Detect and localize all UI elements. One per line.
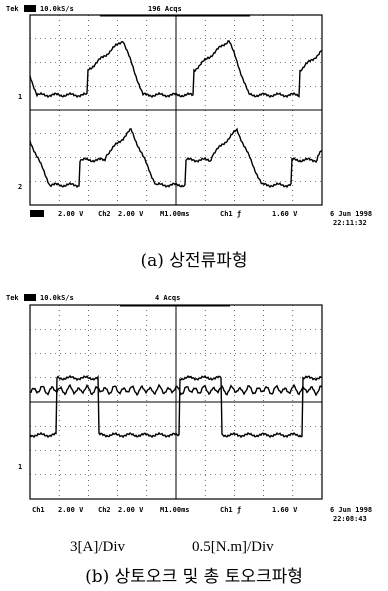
ch1-box [30, 210, 44, 217]
acquisitions: 196 Acqs [148, 5, 182, 13]
trigger-level: 1.60 V [272, 210, 298, 218]
caption: (b) 상토오크 및 총 토오크파형 [85, 567, 303, 587]
channel-marker: 1 [18, 93, 22, 101]
ch2-scale: 2.00 V [118, 506, 144, 514]
clock: 22:11:32 [333, 219, 367, 227]
ch2-scale: 2.00 V [118, 210, 144, 218]
ch1-scale: 2.00 V [58, 210, 84, 218]
trigger: Ch1 ƒ [220, 210, 241, 218]
timebase: M1.00ms [160, 210, 190, 218]
timebase: M1.00ms [160, 506, 190, 514]
trigger-level: 1.60 V [272, 506, 298, 514]
trigger: Ch1 ƒ [220, 506, 241, 514]
caption: (a) 상전류파형 [140, 251, 247, 271]
sample-rate: 10.0kS/s [40, 5, 74, 13]
channel-marker: 1 [18, 463, 22, 471]
ch2: Ch2 [98, 506, 111, 514]
acquisitions: 4 Acqs [155, 294, 180, 302]
date: 6 Jun 1998 [330, 210, 372, 218]
status-box [24, 294, 36, 301]
figure: Tek 10.0kS/s 196 Acqs 1 2 2.00 V Ch2 2.0… [0, 0, 388, 591]
clock: 22:08:43 [333, 515, 367, 523]
torque-scale: 0.5[N.m]/Div [192, 539, 274, 555]
ch2: Ch2 [98, 210, 111, 218]
brand: Tek [6, 294, 19, 302]
ch1: Ch1 [32, 506, 45, 514]
status-box [24, 5, 36, 12]
brand: Tek [6, 5, 19, 13]
current-scale: 3[A]/Div [70, 539, 125, 555]
date: 6 Jun 1998 [330, 506, 372, 514]
channel-marker: 2 [18, 183, 22, 191]
ch1-scale: 2.00 V [58, 506, 84, 514]
sample-rate: 10.0kS/s [40, 294, 74, 302]
